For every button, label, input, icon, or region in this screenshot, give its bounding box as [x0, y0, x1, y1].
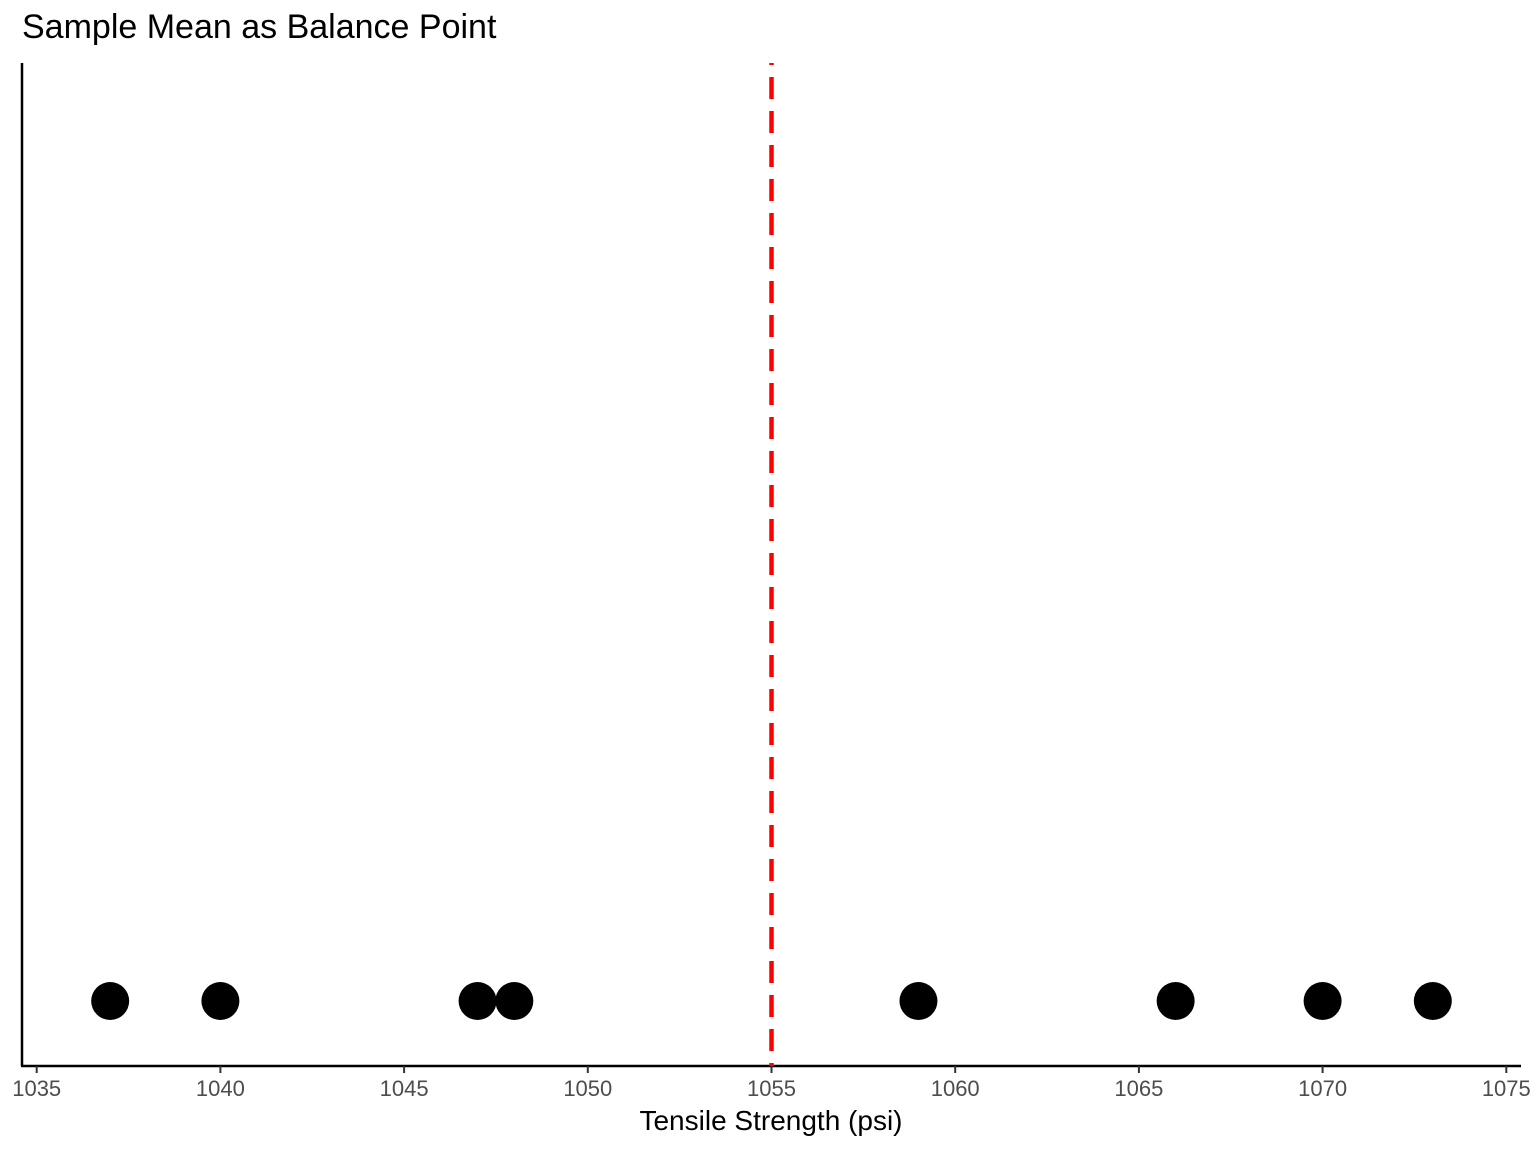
x-tick-label: 1070: [1298, 1076, 1347, 1101]
x-tick-label: 1045: [380, 1076, 429, 1101]
x-axis-title: Tensile Strength (psi): [639, 1105, 902, 1136]
x-tick-label: 1035: [12, 1076, 61, 1101]
x-axis-ticks: 1035 1040 1045 1050 1055 1060 1065 1070 1075: [12, 1066, 1531, 1101]
data-point: [1303, 982, 1342, 1020]
data-points: [91, 982, 1452, 1020]
data-point: [201, 982, 240, 1020]
x-tick-label: 1040: [196, 1076, 245, 1101]
chart-title: Sample Mean as Balance Point: [22, 8, 497, 46]
data-point: [1156, 982, 1195, 1020]
data-point: [495, 982, 534, 1020]
x-tick-label: 1065: [1114, 1076, 1163, 1101]
x-tick-label: 1075: [1482, 1076, 1531, 1101]
x-tick-label: 1050: [563, 1076, 612, 1101]
x-tick-label: 1055: [747, 1076, 796, 1101]
data-point: [458, 982, 497, 1020]
data-point: [899, 982, 938, 1020]
data-point: [91, 982, 130, 1020]
x-tick-label: 1060: [931, 1076, 980, 1101]
data-point: [1413, 982, 1452, 1020]
